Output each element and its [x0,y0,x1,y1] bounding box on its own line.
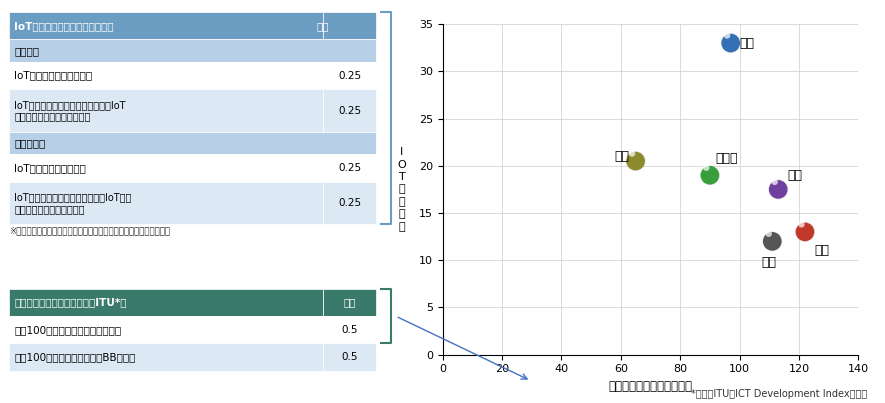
Point [767,179,781,185]
Point [795,221,809,228]
Text: 韓国: 韓国 [762,256,777,269]
Point [628,158,643,164]
Text: 米国: 米国 [740,37,755,50]
Text: IoT財・サービス提供中の企業のIoT財・
サービスの売上（売上比）: IoT財・サービス提供中の企業のIoT財・ サービスの売上（売上比） [14,192,132,214]
Text: IoT財・サービス提供率: IoT財・サービス提供率 [14,163,86,173]
Point [625,150,639,157]
Point [766,238,780,245]
Point [720,32,735,39]
Point [762,231,776,237]
Point [766,238,780,245]
Text: 中国: 中国 [615,150,630,163]
Text: 0.5: 0.5 [342,325,358,335]
Point [703,172,717,179]
Text: プロダクト: プロダクト [14,138,45,148]
Point [798,229,812,235]
Text: ドイツ: ドイツ [716,152,738,165]
Text: 0.5: 0.5 [342,352,358,362]
Text: 重み: 重み [317,21,329,31]
Text: *出所：ITU『ICT Development Index』より: *出所：ITU『ICT Development Index』より [691,389,867,399]
Text: 0.25: 0.25 [338,106,361,116]
Text: 0.25: 0.25 [338,71,361,81]
Text: 無線通信インフラ関連指数（ITU*）: 無線通信インフラ関連指数（ITU*） [14,297,127,307]
Text: 日本: 日本 [814,244,829,257]
Text: 人口100人当たりの携帯電話契約数: 人口100人当たりの携帯電話契約数 [14,325,121,335]
Point [628,158,643,164]
Text: 人口100人当たりのモバイルBB契約数: 人口100人当たりのモバイルBB契約数 [14,352,135,362]
Point [703,172,717,179]
Text: IoT進展指数（アンケートより）: IoT進展指数（アンケートより） [14,21,114,31]
Point [699,164,713,171]
Point [771,186,785,193]
Text: IoTソリューション導入済み企業のIoT
関連設備投資額（売上比）＊: IoTソリューション導入済み企業のIoT 関連設備投資額（売上比）＊ [14,100,126,121]
Text: 英国: 英国 [787,169,802,182]
Text: IoTソリューション導入率: IoTソリューション導入率 [14,71,92,81]
Point [771,186,785,193]
X-axis label: 無線通信インフラ関連指数: 無線通信インフラ関連指数 [609,380,692,393]
Point [798,229,812,235]
Text: 重み: 重み [343,297,356,307]
Text: 0.25: 0.25 [338,163,361,173]
Text: ※売上比に揃えるため、生産コスト削減率ではなく設備投資額を利用: ※売上比に揃えるため、生産コスト削減率ではなく設備投資額を利用 [9,226,170,235]
Text: プロセス: プロセス [14,46,39,56]
Point [724,40,738,46]
Point [724,40,738,46]
Text: 0.25: 0.25 [338,198,361,208]
Y-axis label: I
O
T
進
展
指
標: I O T 進 展 指 標 [397,147,406,232]
